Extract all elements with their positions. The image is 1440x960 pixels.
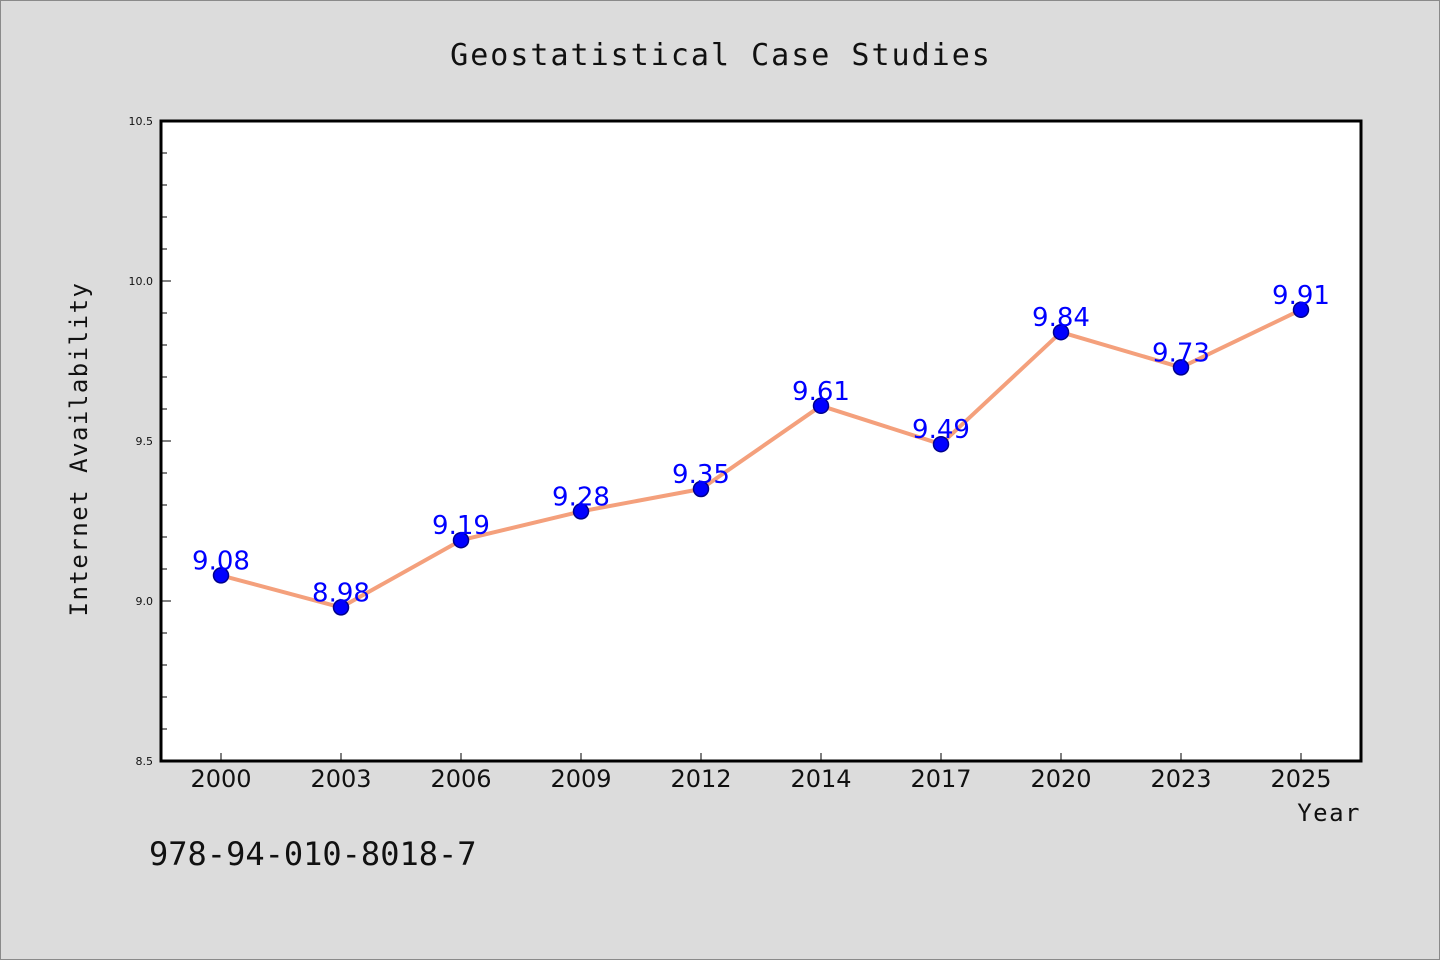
y-tick-label: 8.5 [136, 755, 154, 768]
data-label: 9.28 [552, 482, 610, 512]
data-point [572, 503, 590, 520]
data-label: 9.08 [192, 546, 250, 576]
chart-title: Geostatistical Case Studies [450, 38, 992, 73]
data-label: 9.19 [432, 511, 490, 541]
y-axis-label: Internet Availability [65, 282, 93, 617]
data-label: 9.61 [792, 377, 850, 407]
x-tick-label: 2006 [430, 765, 491, 793]
data-label: 9.35 [672, 460, 730, 490]
data-point [932, 435, 950, 453]
y-tick-label: 9.0 [136, 595, 154, 608]
data-point [812, 397, 830, 415]
x-tick-label: 2020 [1030, 765, 1091, 793]
series-group: 9.08 8.98 9.19 9.28 9.35 9.61 9.49 9.84 9.73 9.91 [192, 281, 1330, 616]
data-label: 8.98 [312, 578, 370, 608]
x-tick-label: 2012 [670, 765, 731, 793]
y-tick-label: 9.5 [136, 435, 154, 448]
data-label: 9.84 [1032, 303, 1090, 333]
y-tick-label: 10.0 [129, 275, 154, 288]
plot-area [159, 119, 1363, 763]
data-point [1172, 359, 1190, 376]
x-tick-label: 2025 [1270, 765, 1331, 793]
y-axis-ticks: 8.5 9.0 9.5 10.0 10.5 [129, 115, 171, 768]
data-point [332, 599, 350, 616]
x-tick-label: 2003 [310, 765, 371, 793]
data-point [452, 531, 470, 549]
data-label: 9.49 [912, 415, 970, 445]
x-tick-label: 2023 [1150, 765, 1211, 793]
data-point [212, 567, 230, 584]
series-line [219, 307, 1303, 610]
data-point [1292, 301, 1310, 319]
data-point [692, 480, 710, 498]
x-tick-label: 2017 [910, 765, 971, 793]
y-tick-label: 10.5 [129, 115, 154, 128]
data-label: 9.91 [1272, 281, 1330, 311]
x-axis-label: Year [1297, 799, 1361, 827]
footer-code: 978-94-010-8018-7 [149, 835, 477, 873]
x-axis-ticks: 2000 2003 2006 2009 2012 2014 2017 2020 2023 2025 [190, 753, 1332, 793]
x-tick-label: 2000 [190, 765, 251, 793]
data-label: 9.73 [1152, 338, 1210, 368]
data-point [1052, 323, 1070, 341]
x-tick-label: 2014 [790, 765, 851, 793]
x-tick-label: 2009 [550, 765, 611, 793]
